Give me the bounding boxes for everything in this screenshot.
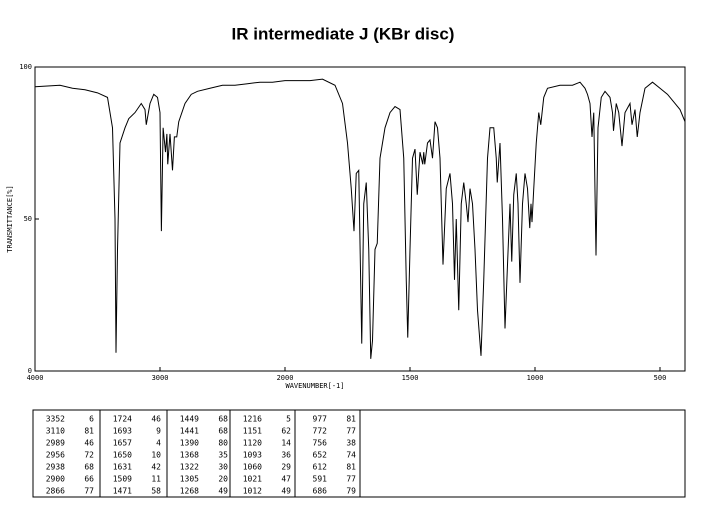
peak-wavenumber: 1120 xyxy=(243,439,262,448)
peak-table-frame xyxy=(32,409,686,498)
peak-transmittance: 36 xyxy=(281,451,291,460)
peak-wavenumber: 1216 xyxy=(243,415,262,424)
peak-wavenumber: 2866 xyxy=(46,487,65,496)
peak-wavenumber: 1012 xyxy=(243,487,262,496)
peak-transmittance: 42 xyxy=(151,463,161,472)
peak-transmittance: 6 xyxy=(89,415,94,424)
peak-wavenumber: 1657 xyxy=(113,439,132,448)
peak-wavenumber: 591 xyxy=(313,475,328,484)
x-tick-label: 500 xyxy=(654,374,667,382)
peak-transmittance: 74 xyxy=(346,451,356,460)
x-tick-label: 3000 xyxy=(152,374,169,382)
peak-wavenumber: 2989 xyxy=(46,439,65,448)
y-tick-label: 0 xyxy=(28,367,32,375)
peak-transmittance: 5 xyxy=(286,415,291,424)
peak-transmittance: 72 xyxy=(84,451,94,460)
peak-wavenumber: 3352 xyxy=(46,415,65,424)
peak-transmittance: 80 xyxy=(218,439,228,448)
spectrum-line xyxy=(34,78,686,359)
peak-wavenumber: 772 xyxy=(313,427,328,436)
peak-transmittance: 77 xyxy=(346,475,356,484)
peak-wavenumber: 1471 xyxy=(113,487,132,496)
peak-transmittance: 35 xyxy=(218,451,228,460)
peak-wavenumber: 1693 xyxy=(113,427,132,436)
peak-wavenumber: 1060 xyxy=(243,463,262,472)
peak-wavenumber: 1368 xyxy=(180,451,199,460)
peak-transmittance: 46 xyxy=(84,439,94,448)
peak-transmittance: 66 xyxy=(84,475,94,484)
x-tick-label: 1500 xyxy=(402,374,419,382)
peak-transmittance: 30 xyxy=(218,463,228,472)
peak-transmittance: 79 xyxy=(346,487,356,496)
peak-transmittance: 49 xyxy=(218,487,228,496)
peak-wavenumber: 2938 xyxy=(46,463,65,472)
peak-wavenumber: 1268 xyxy=(180,487,199,496)
peak-transmittance: 68 xyxy=(218,427,228,436)
y-tick-label: 100 xyxy=(19,63,32,71)
peak-wavenumber: 1724 xyxy=(113,415,132,424)
peak-wavenumber: 1322 xyxy=(180,463,199,472)
peak-wavenumber: 2900 xyxy=(46,475,65,484)
peak-transmittance: 62 xyxy=(281,427,291,436)
peak-transmittance: 68 xyxy=(218,415,228,424)
peak-wavenumber: 1449 xyxy=(180,415,199,424)
x-axis-label: WAVENUMBER[-1] xyxy=(285,382,344,390)
peak-wavenumber: 652 xyxy=(313,451,328,460)
peak-wavenumber: 686 xyxy=(313,487,328,496)
peak-transmittance: 68 xyxy=(84,463,94,472)
peak-wavenumber: 3110 xyxy=(46,427,65,436)
peak-transmittance: 10 xyxy=(151,451,161,460)
peak-transmittance: 20 xyxy=(218,475,228,484)
peak-wavenumber: 1151 xyxy=(243,427,262,436)
y-tick-label: 50 xyxy=(24,215,32,223)
peak-transmittance: 77 xyxy=(84,487,94,496)
peak-wavenumber: 2956 xyxy=(46,451,65,460)
peak-transmittance: 14 xyxy=(281,439,291,448)
peak-transmittance: 49 xyxy=(281,487,291,496)
peak-transmittance: 81 xyxy=(84,427,94,436)
peak-wavenumber: 1509 xyxy=(113,475,132,484)
peak-wavenumber: 1390 xyxy=(180,439,199,448)
peak-wavenumber: 1305 xyxy=(180,475,199,484)
peak-wavenumber: 1093 xyxy=(243,451,262,460)
y-axis-label: TRANSMITTANCE[%] xyxy=(6,185,14,252)
peak-transmittance: 29 xyxy=(281,463,291,472)
peak-wavenumber: 1021 xyxy=(243,475,262,484)
peak-transmittance: 47 xyxy=(281,475,291,484)
peak-transmittance: 81 xyxy=(346,415,356,424)
peak-wavenumber: 977 xyxy=(313,415,328,424)
x-tick-label: 1000 xyxy=(527,374,544,382)
peak-transmittance: 81 xyxy=(346,463,356,472)
peak-transmittance: 4 xyxy=(156,439,161,448)
peak-wavenumber: 612 xyxy=(313,463,328,472)
peak-transmittance: 11 xyxy=(151,475,161,484)
peak-transmittance: 77 xyxy=(346,427,356,436)
peak-wavenumber: 1650 xyxy=(113,451,132,460)
peak-transmittance: 9 xyxy=(156,427,161,436)
chart-title: IR intermediate J (KBr disc) xyxy=(232,24,455,43)
peak-wavenumber: 1441 xyxy=(180,427,199,436)
x-tick-label: 2000 xyxy=(277,374,294,382)
peak-transmittance: 46 xyxy=(151,415,161,424)
peak-wavenumber: 1631 xyxy=(113,463,132,472)
peak-transmittance: 58 xyxy=(151,487,161,496)
x-tick-label: 4000 xyxy=(27,374,44,382)
peak-wavenumber: 756 xyxy=(313,439,328,448)
peak-transmittance: 38 xyxy=(346,439,356,448)
